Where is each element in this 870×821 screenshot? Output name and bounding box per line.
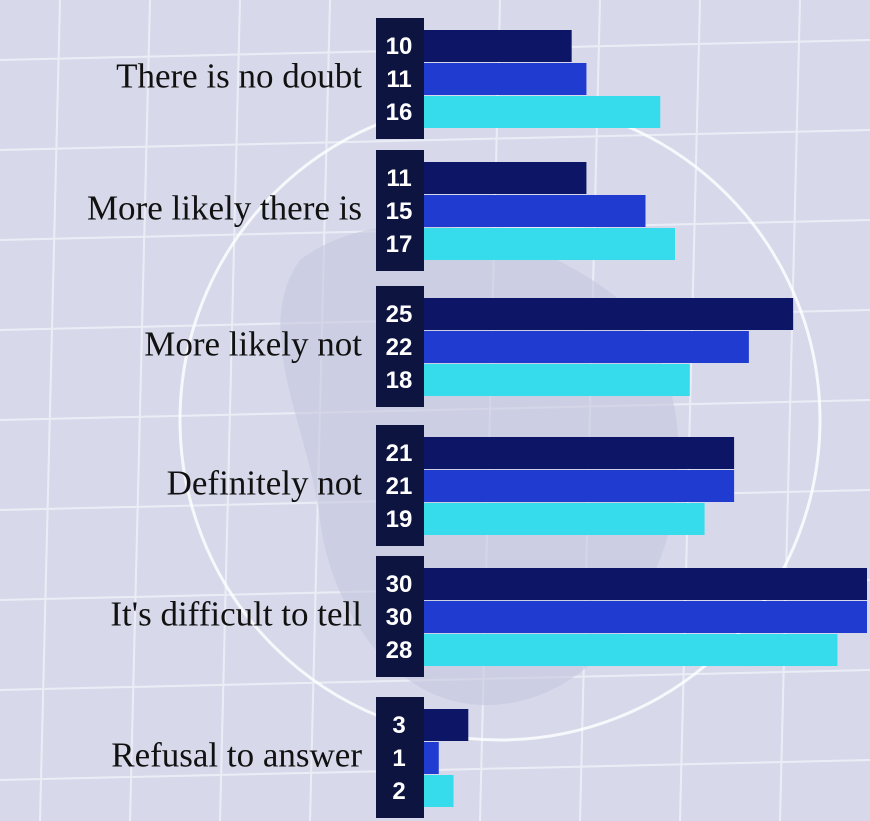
category-label: Definitely not: [167, 464, 363, 503]
value-label: 11: [386, 66, 411, 93]
value-label: 21: [386, 473, 413, 500]
value-label: 2: [392, 778, 405, 805]
bar: [424, 568, 867, 600]
value-label: 17: [386, 231, 413, 258]
bar: [424, 634, 838, 666]
category-label: More likely not: [144, 325, 362, 364]
value-label: 1: [392, 745, 405, 772]
category-label: There is no doubt: [116, 57, 362, 96]
bar: [424, 30, 572, 62]
bar: [424, 775, 454, 807]
bar: [424, 709, 469, 741]
bar: [424, 503, 705, 535]
bar: [424, 96, 661, 128]
value-label: 18: [386, 367, 413, 394]
bar: [424, 601, 867, 633]
category-label: Refusal to answer: [111, 736, 362, 775]
bar: [424, 364, 690, 396]
value-label-column: [376, 150, 424, 271]
value-label: 30: [386, 571, 413, 598]
value-label-column: [376, 697, 424, 818]
category-label: More likely there is: [87, 189, 362, 228]
value-label: 16: [386, 99, 413, 126]
bar: [424, 470, 735, 502]
value-label: 11: [386, 165, 411, 192]
value-label: 28: [386, 637, 413, 664]
value-label: 25: [386, 301, 413, 328]
value-label-column: [376, 18, 424, 139]
bar: [424, 228, 676, 260]
value-label-column: [376, 286, 424, 407]
bar: [424, 63, 587, 95]
value-label-column: [376, 556, 424, 677]
bar: [424, 195, 646, 227]
value-label-column: [376, 425, 424, 546]
bar: [424, 331, 749, 363]
bar: [424, 742, 439, 774]
bar: [424, 437, 735, 469]
value-label: 30: [386, 604, 413, 631]
value-label: 15: [386, 198, 413, 225]
value-label: 22: [386, 334, 413, 361]
category-label: It's difficult to tell: [110, 595, 362, 634]
bar: [424, 162, 587, 194]
value-label: 21: [386, 440, 413, 467]
value-label: 19: [386, 506, 413, 533]
bar: [424, 298, 794, 330]
value-label: 3: [392, 712, 405, 739]
value-label: 10: [386, 33, 413, 60]
